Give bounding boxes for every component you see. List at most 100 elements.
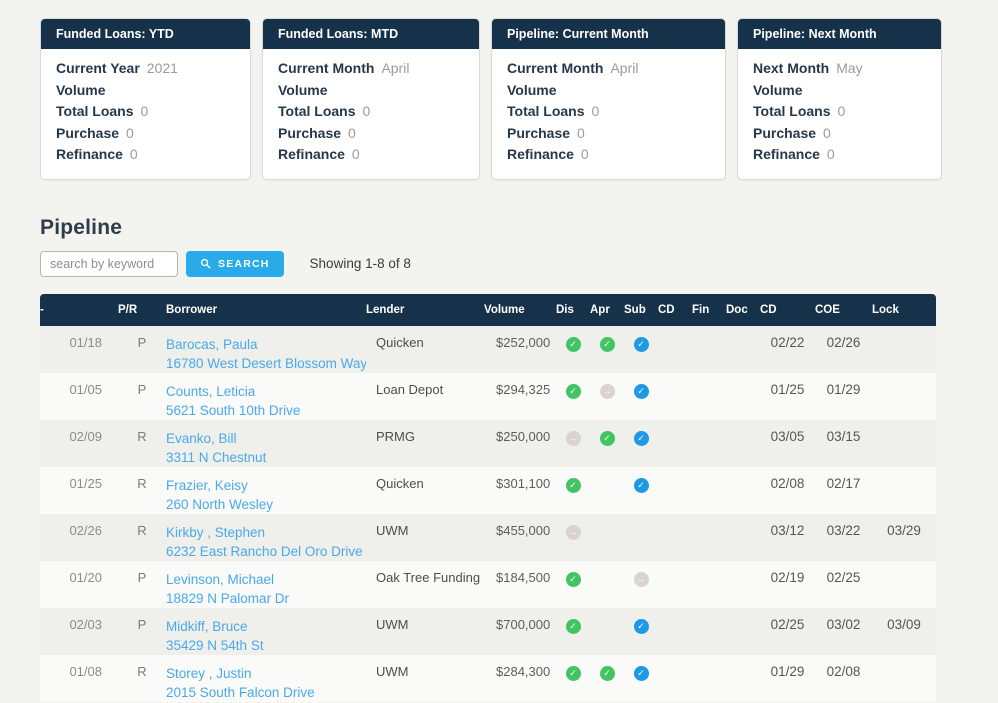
status-cell-fin (692, 373, 726, 420)
summary-field-label: Volume (753, 81, 803, 98)
status-cell-fin (692, 467, 726, 514)
cd-date: 02/22 (770, 334, 805, 350)
status-cell-dis: ✓ (556, 608, 590, 655)
summary-card-title: Funded Loans: MTD (263, 19, 479, 49)
status-pending-arrow-icon: → (565, 430, 581, 446)
status-pending-arrow-icon: → (599, 383, 615, 399)
status-submitted-check-icon: ✓ (633, 430, 649, 446)
pipeline-toolbar: SEARCH Showing 1-8 of 8 (40, 250, 958, 277)
cd-date: 03/12 (770, 522, 805, 538)
borrower-link[interactable]: Kirkby , Stephen (166, 524, 266, 540)
summary-card: Funded Loans: MTD Current Month April Vol… (262, 18, 480, 180)
status-cell-apr (590, 608, 624, 655)
column-header-borrower-2: Borrower (166, 293, 366, 326)
summary-field-label: Total Loans (278, 103, 356, 119)
summary-card-field: Purchase 0 (278, 123, 464, 145)
loan-date: 02/03 (69, 616, 102, 632)
lender-name: PRMG (376, 428, 415, 444)
summary-field-value: 0 (348, 124, 356, 141)
status-submitted-check-icon: ✓ (633, 618, 649, 634)
status-submitted-check-icon: ✓ (633, 383, 649, 399)
borrower-link[interactable]: Storey , Justin (166, 665, 252, 681)
column-header-lock-13: Lock (872, 293, 936, 326)
property-address-link[interactable]: 3311 N Chestnut (166, 449, 267, 465)
loan-volume: $294,325 (496, 381, 551, 397)
summary-field-label: Current Month (278, 60, 375, 76)
loan-volume: $700,000 (496, 616, 551, 632)
column-header-coe-12: COE (815, 293, 872, 326)
search-button[interactable]: SEARCH (186, 250, 284, 277)
lender-name: Quicken (376, 334, 424, 350)
cd-date: 01/25 (770, 381, 805, 397)
borrower-cell: Barocas, Paula 16780 West Desert Blossom … (166, 326, 366, 373)
property-address-link[interactable]: 35429 N 54th St (166, 637, 264, 653)
summary-field-value: 0 (823, 124, 831, 141)
status-pending-arrow-icon: → (565, 524, 581, 540)
status-complete-check-icon: ✓ (565, 571, 581, 587)
status-cell-sub: → (624, 561, 658, 608)
borrower-link[interactable]: Midkiff, Bruce (166, 618, 248, 634)
status-cell-doc (726, 514, 760, 561)
summary-card-field: Current Month April (507, 58, 710, 80)
property-address-link[interactable]: 6232 East Rancho Del Oro Drive (166, 543, 363, 559)
borrower-link[interactable]: Barocas, Paula (166, 336, 258, 352)
cd-date: 03/05 (770, 428, 805, 444)
column-header-pr-1: P/R (118, 293, 166, 326)
column-header-dis-5: Dis (556, 293, 590, 326)
column-header-volume-4: Volume (484, 293, 556, 326)
purchase-refinance-flag: P (137, 616, 147, 632)
loan-volume: $250,000 (496, 428, 551, 444)
property-address-link[interactable]: 18829 N Palomar Dr (166, 590, 290, 606)
summary-cards: Funded Loans: YTD Current Year 2021 Volum… (40, 18, 958, 180)
column-header-fin-9: Fin (692, 293, 726, 326)
borrower-link[interactable]: Evanko, Bill (166, 430, 237, 446)
summary-field-label: Refinance (507, 146, 574, 162)
summary-field-value: 0 (591, 103, 600, 119)
status-complete-check-icon: ✓ (599, 430, 615, 446)
status-complete-check-icon: ✓ (565, 336, 581, 352)
column-header--0: - (40, 293, 118, 326)
summary-card-body: Next Month May Volume Total Loans 0 Purcha… (738, 49, 941, 179)
property-address-link[interactable]: 2015 South Falcon Drive (166, 684, 315, 700)
coe-date: 03/22 (826, 522, 861, 538)
property-address-link[interactable]: 5621 South 10th Drive (166, 402, 301, 418)
status-complete-check-icon: ✓ (565, 477, 581, 493)
purchase-refinance-flag: R (137, 522, 147, 538)
loan-date: 02/09 (69, 428, 102, 444)
summary-field-label: Total Loans (507, 103, 585, 119)
property-address-link[interactable]: 260 North Wesley (166, 496, 274, 512)
property-address-link[interactable]: 16780 West Desert Blossom Way (166, 355, 366, 371)
cd-date: 02/19 (770, 569, 805, 585)
status-cell-doc (726, 561, 760, 608)
summary-field-label: Refinance (278, 146, 345, 162)
status-cell-cd1 (658, 420, 692, 467)
status-complete-check-icon: ✓ (565, 618, 581, 634)
cd-date: 02/08 (770, 475, 805, 491)
status-cell-cd1 (658, 561, 692, 608)
lock-date: 03/29 (887, 522, 921, 538)
summary-field-label: Purchase (507, 124, 571, 141)
summary-field-value: 0 (129, 146, 138, 162)
summary-card-field: Total Loans 0 (753, 101, 926, 123)
status-cell-fin (692, 655, 726, 702)
summary-field-value: 0 (826, 146, 835, 162)
status-cell-apr (590, 467, 624, 514)
borrower-link[interactable]: Frazier, Keisy (166, 477, 248, 493)
status-cell-apr: ✓ (590, 420, 624, 467)
summary-card-field: Total Loans 0 (56, 101, 235, 123)
lock-date (872, 373, 936, 420)
summary-card-title: Funded Loans: YTD (41, 19, 250, 49)
status-cell-doc (726, 326, 760, 373)
summary-field-value: 0 (577, 124, 585, 141)
summary-field-label: Purchase (278, 124, 342, 141)
borrower-link[interactable]: Levinson, Michael (166, 571, 275, 587)
summary-field-label: Current Month (507, 60, 604, 76)
borrower-cell: Midkiff, Bruce 35429 N 54th St (166, 608, 366, 655)
search-input[interactable] (40, 250, 178, 277)
summary-card-body: Current Year 2021 Volume Total Loans 0 Pur… (41, 49, 250, 179)
summary-card-field: Next Month May (753, 58, 926, 80)
summary-card-field: Total Loans 0 (278, 101, 464, 123)
lock-date (872, 655, 936, 702)
borrower-link[interactable]: Counts, Leticia (166, 383, 256, 399)
summary-field-label: Purchase (753, 124, 817, 141)
